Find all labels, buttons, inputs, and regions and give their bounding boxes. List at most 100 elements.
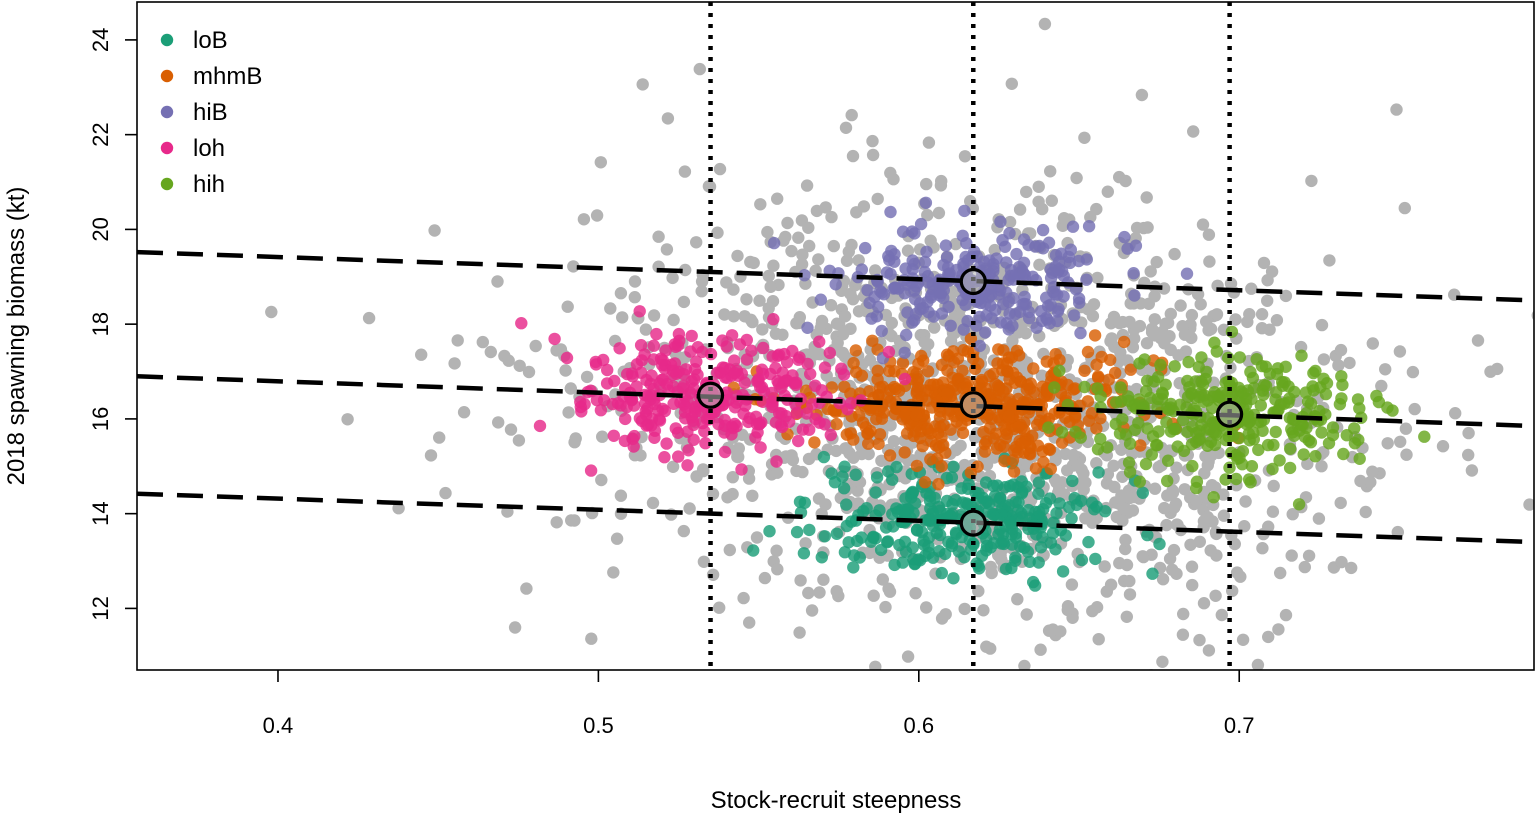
point-loB (881, 536, 894, 549)
point-hih (1164, 401, 1177, 414)
highlight-point (959, 391, 987, 419)
point-hiB (1074, 326, 1087, 340)
highlight-point (696, 381, 725, 409)
point-loB (855, 531, 868, 544)
background-point (502, 354, 515, 367)
background-point (559, 364, 572, 377)
background-point (1148, 313, 1162, 326)
point-loh (658, 451, 671, 464)
background-point (677, 295, 691, 309)
point-hiB (996, 234, 1009, 247)
point-mhmB (910, 459, 924, 473)
point-hiB (935, 307, 949, 320)
point-loh (594, 404, 608, 417)
background-point (1375, 379, 1388, 393)
background-point (740, 293, 753, 306)
point-mhmB (998, 420, 1011, 433)
background-point (1065, 578, 1079, 591)
point-hiB (1180, 267, 1194, 280)
background-point (761, 225, 774, 239)
point-mhmB (935, 431, 948, 444)
background-point (1184, 538, 1197, 551)
point-mhmB (1014, 375, 1027, 388)
point-loB (935, 566, 948, 580)
point-hih (1370, 389, 1383, 403)
background-point (666, 271, 679, 285)
point-hih (1299, 386, 1313, 399)
point-loh (716, 334, 729, 347)
background-point (1187, 125, 1200, 138)
point-hih (1078, 380, 1091, 394)
point-hih (1048, 381, 1061, 394)
background-point (1148, 290, 1161, 303)
point-hiB (1000, 256, 1013, 269)
point-hih (1245, 460, 1259, 473)
point-mhmB (927, 378, 940, 391)
point-hiB (921, 270, 935, 283)
point-hih (1171, 440, 1184, 453)
x-tick-label: 0.5 (583, 713, 614, 738)
background-point (614, 287, 628, 300)
background-point (580, 370, 594, 384)
background-point (1006, 334, 1019, 348)
point-hih (1169, 422, 1183, 436)
point-mhmB (825, 381, 839, 394)
background-point (1462, 426, 1475, 440)
point-loB (1066, 474, 1079, 488)
point-mhmB (1104, 353, 1117, 367)
background-point (1136, 550, 1149, 563)
background-point (958, 150, 972, 163)
background-point (457, 406, 471, 419)
background-point (1334, 496, 1347, 510)
point-loh (647, 339, 660, 352)
background-point (790, 464, 803, 478)
background-point (1261, 274, 1274, 287)
point-loB (890, 502, 903, 515)
point-loh (756, 367, 770, 381)
background-point (802, 586, 815, 600)
point-hiB (994, 215, 1007, 228)
point-mhmB (936, 376, 950, 389)
background-point (1005, 77, 1018, 91)
background-point (520, 582, 533, 595)
point-loh (584, 464, 598, 477)
background-point (1270, 314, 1284, 327)
point-loB (847, 561, 860, 574)
point-loh (824, 428, 837, 442)
point-loh (725, 428, 738, 441)
point-hih (1256, 424, 1269, 437)
background-point (1302, 549, 1316, 562)
point-mhmB (862, 437, 875, 450)
point-hih (1055, 426, 1069, 439)
point-hiB (801, 321, 814, 334)
background-point (869, 660, 882, 670)
point-mhmB (994, 439, 1007, 452)
background-point (721, 491, 734, 504)
point-loh (613, 342, 626, 355)
background-point (1262, 630, 1275, 644)
background-point (1204, 544, 1217, 557)
background-point (661, 112, 675, 125)
point-hih (1116, 412, 1129, 426)
background-point (1298, 560, 1312, 574)
background-point (838, 310, 852, 323)
point-hih (1304, 397, 1318, 410)
point-loB (1032, 487, 1045, 500)
background-point (1122, 682, 1134, 694)
point-mhmB (947, 356, 961, 369)
point-mhmB (983, 421, 997, 435)
point-hih (1335, 370, 1348, 383)
background-point (1101, 185, 1115, 198)
point-hih (1200, 365, 1213, 379)
point-loB (1043, 492, 1057, 505)
background-point (1200, 315, 1213, 328)
point-hiB (1128, 289, 1141, 302)
point-hih (1154, 358, 1167, 372)
point-hih (1247, 381, 1261, 394)
point-hiB (1017, 267, 1030, 280)
point-loh (656, 402, 669, 416)
point-loB (930, 526, 943, 540)
x-tick-label: 0.4 (263, 713, 294, 738)
point-mhmB (1007, 465, 1021, 478)
background-point (1147, 669, 1155, 670)
